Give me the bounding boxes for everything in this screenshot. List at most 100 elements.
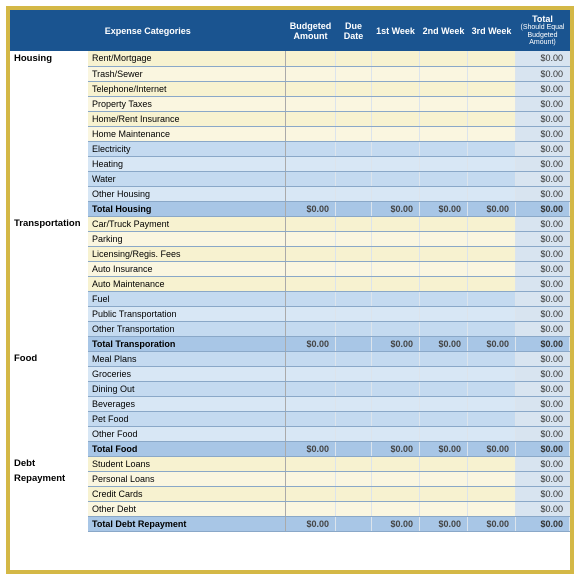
value-cell[interactable] [420,426,468,441]
value-cell[interactable] [468,186,516,201]
value-cell[interactable] [372,291,420,306]
value-cell[interactable] [286,66,336,81]
value-cell[interactable] [286,411,336,426]
value-cell[interactable] [468,456,516,471]
value-cell[interactable] [468,261,516,276]
value-cell[interactable] [336,246,372,261]
value-cell[interactable] [336,411,372,426]
value-cell[interactable] [468,111,516,126]
value-cell[interactable] [336,141,372,156]
value-cell[interactable] [286,186,336,201]
value-cell[interactable] [468,231,516,246]
value-cell[interactable] [336,486,372,501]
value-cell[interactable] [286,486,336,501]
value-cell[interactable] [420,111,468,126]
value-cell[interactable] [468,366,516,381]
value-cell[interactable] [420,381,468,396]
value-cell[interactable] [336,216,372,231]
value-cell[interactable] [372,51,420,66]
value-cell[interactable] [336,396,372,411]
value-cell[interactable] [372,471,420,486]
value-cell[interactable] [468,96,516,111]
value-cell[interactable] [372,411,420,426]
value-cell[interactable] [420,141,468,156]
value-cell[interactable] [372,396,420,411]
value-cell[interactable] [372,66,420,81]
value-cell[interactable] [468,126,516,141]
value-cell[interactable] [420,51,468,66]
value-cell[interactable] [468,306,516,321]
value-cell[interactable] [420,171,468,186]
value-cell[interactable] [372,306,420,321]
value-cell[interactable] [372,261,420,276]
value-cell[interactable] [468,381,516,396]
value-cell[interactable] [286,156,336,171]
value-cell[interactable] [372,381,420,396]
value-cell[interactable] [286,51,336,66]
value-cell[interactable] [286,81,336,96]
value-cell[interactable] [372,171,420,186]
value-cell[interactable] [468,411,516,426]
value-cell[interactable] [286,276,336,291]
value-cell[interactable] [420,231,468,246]
value-cell[interactable] [372,501,420,516]
value-cell[interactable] [286,381,336,396]
value-cell[interactable] [420,351,468,366]
value-cell[interactable] [420,486,468,501]
value-cell[interactable] [286,426,336,441]
value-cell[interactable] [372,366,420,381]
value-cell[interactable] [468,51,516,66]
value-cell[interactable] [468,321,516,336]
value-cell[interactable] [336,96,372,111]
value-cell[interactable] [286,141,336,156]
value-cell[interactable] [336,321,372,336]
value-cell[interactable] [286,456,336,471]
value-cell[interactable] [286,231,336,246]
value-cell[interactable] [420,216,468,231]
value-cell[interactable] [286,366,336,381]
value-cell[interactable] [468,396,516,411]
value-cell[interactable] [372,246,420,261]
value-cell[interactable] [468,486,516,501]
value-cell[interactable] [420,456,468,471]
value-cell[interactable] [336,186,372,201]
value-cell[interactable] [336,81,372,96]
value-cell[interactable] [336,366,372,381]
value-cell[interactable] [468,66,516,81]
value-cell[interactable] [468,501,516,516]
value-cell[interactable] [468,291,516,306]
value-cell[interactable] [336,426,372,441]
value-cell[interactable] [286,171,336,186]
value-cell[interactable] [420,471,468,486]
value-cell[interactable] [372,321,420,336]
value-cell[interactable] [372,111,420,126]
value-cell[interactable] [286,261,336,276]
value-cell[interactable] [336,381,372,396]
value-cell[interactable] [420,156,468,171]
value-cell[interactable] [336,276,372,291]
value-cell[interactable] [286,126,336,141]
value-cell[interactable] [420,366,468,381]
value-cell[interactable] [420,246,468,261]
value-cell[interactable] [286,321,336,336]
value-cell[interactable] [420,276,468,291]
value-cell[interactable] [286,501,336,516]
value-cell[interactable] [336,231,372,246]
value-cell[interactable] [286,351,336,366]
value-cell[interactable] [336,66,372,81]
value-cell[interactable] [420,81,468,96]
value-cell[interactable] [336,156,372,171]
value-cell[interactable] [468,156,516,171]
value-cell[interactable] [286,96,336,111]
value-cell[interactable] [372,231,420,246]
value-cell[interactable] [336,501,372,516]
value-cell[interactable] [468,471,516,486]
value-cell[interactable] [468,216,516,231]
value-cell[interactable] [286,471,336,486]
value-cell[interactable] [286,111,336,126]
value-cell[interactable] [420,396,468,411]
value-cell[interactable] [336,456,372,471]
value-cell[interactable] [420,261,468,276]
value-cell[interactable] [420,321,468,336]
value-cell[interactable] [468,351,516,366]
